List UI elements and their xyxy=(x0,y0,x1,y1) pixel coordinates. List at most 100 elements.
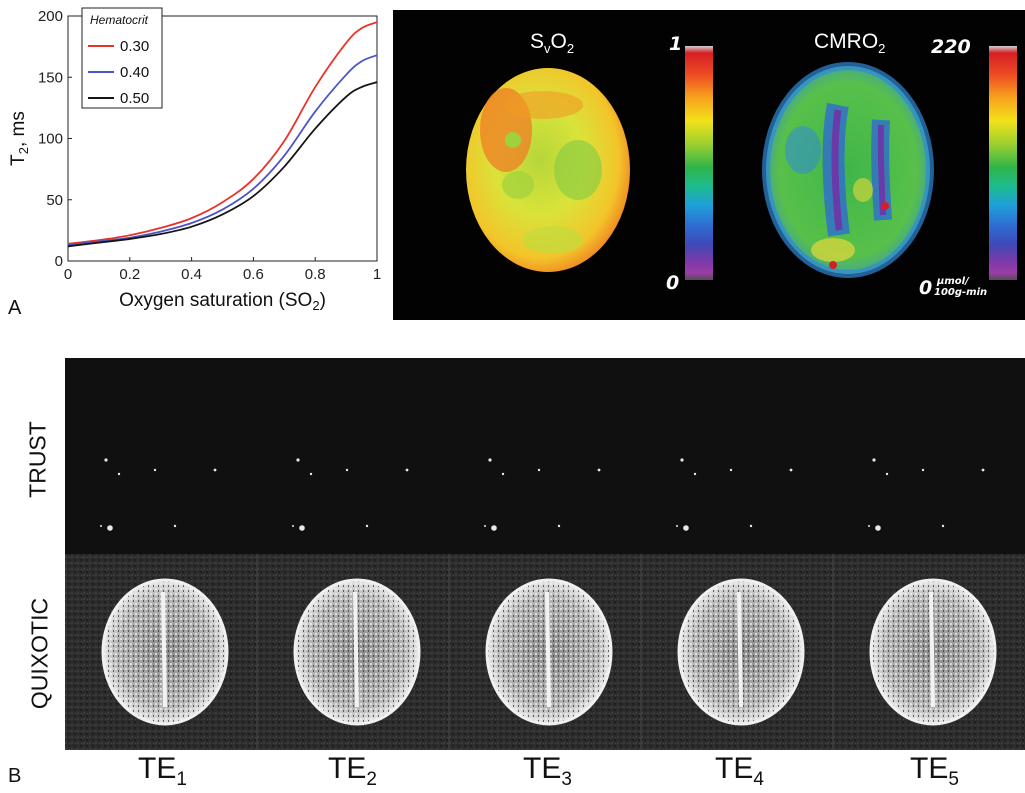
trust-signal-dot xyxy=(749,524,753,528)
y-tick-label: 0 xyxy=(55,253,63,270)
legend-box xyxy=(81,7,163,109)
quixotic-image-te1 xyxy=(101,578,229,726)
mri-image-grid xyxy=(65,358,1025,750)
brain-maps-graphic xyxy=(466,46,1017,280)
trust-signal-dot xyxy=(309,472,313,476)
brain-midline xyxy=(353,591,359,708)
trust-signal-dot xyxy=(345,468,349,472)
x-tick-label: 0.4 xyxy=(181,266,202,283)
brain-maps-panel xyxy=(393,10,1025,320)
brain-outline xyxy=(677,578,805,726)
te-label-3: TE3 xyxy=(523,752,572,790)
brain-outline xyxy=(101,578,229,726)
trust-signal-dot xyxy=(683,525,689,531)
te-label-5: TE5 xyxy=(910,752,959,790)
trust-signal-dot xyxy=(491,525,497,531)
series-line-0.40 xyxy=(67,54,378,246)
trust-signal-dot xyxy=(117,472,121,476)
panel-b-letter: B xyxy=(8,765,22,787)
svo2-map-title: SvO2 xyxy=(530,30,575,57)
quixotic-image-te2 xyxy=(293,578,421,726)
brain-outline xyxy=(869,578,997,726)
trust-signal-dot xyxy=(365,524,369,528)
x-tick-label: 0.6 xyxy=(243,266,264,283)
legend-label: 0.50 xyxy=(120,90,149,107)
trust-signal-dot xyxy=(405,468,409,472)
series-line-0.30 xyxy=(67,21,378,245)
trust-signal-dot xyxy=(875,525,881,531)
y-axis-label: T2, ms xyxy=(8,111,31,166)
trust-image-te1 xyxy=(100,458,217,531)
trust-signal-dot xyxy=(676,525,678,527)
trust-signal-dot xyxy=(100,525,102,527)
quixotic-image-te5 xyxy=(869,578,997,726)
trust-signal-dot xyxy=(680,458,684,462)
brain-midline xyxy=(737,591,743,708)
trust-image-te2 xyxy=(292,458,409,531)
svo2-map xyxy=(466,68,630,272)
x-tick-label: 0 xyxy=(64,266,72,283)
trust-signal-dot xyxy=(885,472,889,476)
trust-signal-dot xyxy=(104,458,108,462)
row-label-quixotic: QUIXOTIC xyxy=(26,597,53,710)
trust-signal-dot xyxy=(213,468,217,472)
x-tick-label: 1 xyxy=(373,266,381,283)
trust-signal-dot xyxy=(299,525,305,531)
brain-midline xyxy=(929,591,935,708)
quixotic-image-te4 xyxy=(677,578,805,726)
cmro2-map xyxy=(762,62,934,278)
trust-signal-dot xyxy=(789,468,793,472)
cmro2-colorbar-max: 220 xyxy=(931,36,971,58)
cmro2-unit-bottom: 100g-min xyxy=(934,287,988,298)
trust-signal-dot xyxy=(173,524,177,528)
y-tick-label: 150 xyxy=(38,69,63,86)
legend-label: 0.40 xyxy=(120,64,149,81)
trust-signal-dot xyxy=(941,524,945,528)
trust-signal-dot xyxy=(296,458,300,462)
brain-outline xyxy=(293,578,421,726)
trust-signal-dot xyxy=(557,524,561,528)
t2-vs-so2-chart: 0 0.2 0.4 0.6 0.8 1 0 50 100 150 200 Oxygen saturat… xyxy=(8,7,381,313)
y-tick-label: 50 xyxy=(46,192,63,209)
trust-signal-dot xyxy=(153,468,157,472)
legend-title: Hematocrit xyxy=(90,13,149,27)
y-tick-label: 200 xyxy=(38,8,63,25)
trust-signal-dot xyxy=(501,472,505,476)
panel-a-letter: A xyxy=(8,297,22,319)
quixotic-image-te3 xyxy=(485,578,613,726)
trust-signal-dot xyxy=(537,468,541,472)
cmro2-map-title: CMRO2 xyxy=(814,30,886,57)
svo2-colorbar-min: 0 xyxy=(666,272,680,294)
svo2-colorbar xyxy=(685,46,713,280)
brain-midline xyxy=(545,591,551,708)
y-tick-label: 100 xyxy=(38,131,63,148)
trust-signal-dot xyxy=(693,472,697,476)
trust-image-te3 xyxy=(484,458,601,531)
legend-label: 0.30 xyxy=(120,38,149,55)
trust-image-te4 xyxy=(676,458,793,531)
trust-image-te5 xyxy=(868,458,985,531)
row-label-trust: TRUST xyxy=(24,421,51,498)
series-line-0.50 xyxy=(67,81,378,248)
trust-signal-dot xyxy=(597,468,601,472)
te-label-1: TE1 xyxy=(138,752,187,790)
te-label-4: TE4 xyxy=(715,752,764,790)
trust-signal-dot xyxy=(488,458,492,462)
mri-image-grid-graphic xyxy=(65,358,1025,750)
x-axis-label: Oxygen saturation (SO2) xyxy=(119,290,326,313)
cmro2-unit-top: µmol/ xyxy=(937,276,969,287)
trust-signal-dot xyxy=(107,525,113,531)
x-tick-label: 0.2 xyxy=(119,266,140,283)
trust-signal-dot xyxy=(729,468,733,472)
brain-midline xyxy=(161,591,167,708)
trust-signal-dot xyxy=(981,468,985,472)
trust-signal-dot xyxy=(292,525,294,527)
trust-signal-dot xyxy=(872,458,876,462)
cmro2-colorbar-min: 0 xyxy=(919,277,933,299)
trust-signal-dot xyxy=(868,525,870,527)
te-label-2: TE2 xyxy=(328,752,377,790)
svo2-colorbar-max: 1 xyxy=(669,33,683,55)
x-tick-label: 0.8 xyxy=(305,266,326,283)
trust-signal-dot xyxy=(484,525,486,527)
trust-signal-dot xyxy=(921,468,925,472)
